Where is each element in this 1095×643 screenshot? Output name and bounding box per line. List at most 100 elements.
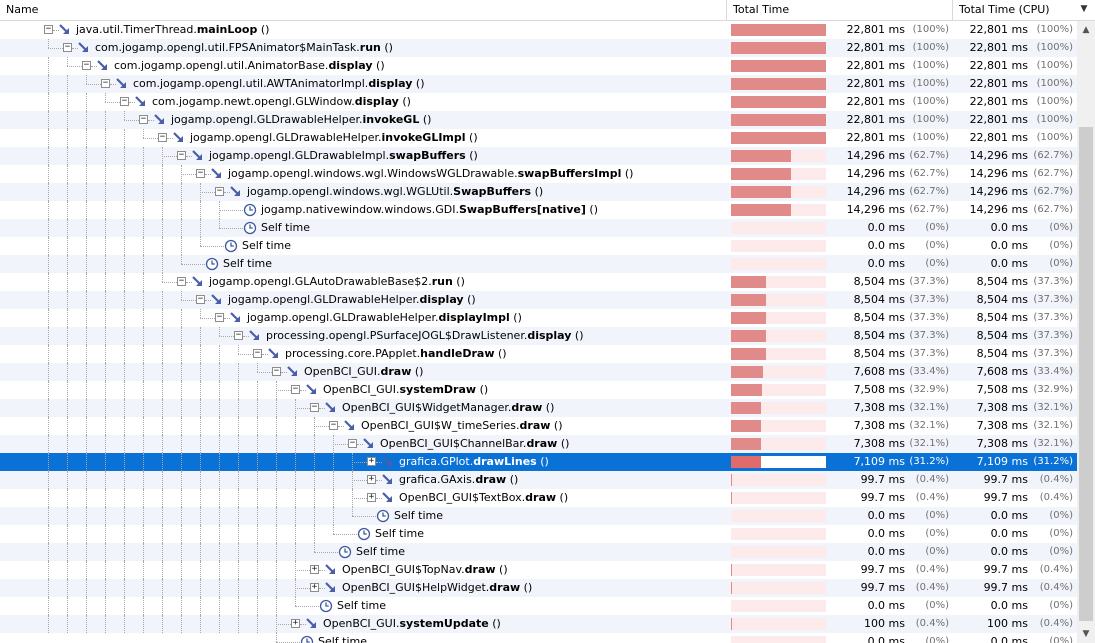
tree-guide-line bbox=[162, 237, 163, 255]
collapse-toggle-minus-icon[interactable]: − bbox=[253, 348, 262, 358]
call-tree-row[interactable]: − jogamp.opengl.GLDrawableImpl.swapBuffer… bbox=[0, 147, 1077, 165]
call-tree-row[interactable]: + grafica.GPlot.drawLines () 7,109 ms (31.2… bbox=[0, 453, 1077, 471]
collapse-toggle-minus-icon[interactable]: − bbox=[234, 330, 243, 340]
call-tree-row[interactable]: − jogamp.opengl.GLDrawableHelper.display … bbox=[0, 291, 1077, 309]
collapse-toggle-minus-icon[interactable]: − bbox=[196, 294, 205, 304]
column-header-total-time[interactable]: Total Time bbox=[727, 0, 953, 20]
expand-toggle-plus-icon[interactable]: + bbox=[291, 618, 300, 628]
collapse-toggle-minus-icon[interactable]: − bbox=[63, 42, 72, 52]
tree-guide-line bbox=[48, 543, 49, 561]
self-time-row[interactable]: Self time 0.0 ms (0%) 0.0 ms (0%) bbox=[0, 237, 1077, 255]
call-tree-row[interactable]: − OpenBCI_GUI.systemDraw () 7,508 ms (32.9%… bbox=[0, 381, 1077, 399]
call-tree-row[interactable]: − com.jogamp.newt.opengl.GLWindow.display… bbox=[0, 93, 1077, 111]
call-tree-row[interactable]: − jogamp.opengl.windows.wgl.WindowsWGLDra… bbox=[0, 165, 1077, 183]
collapse-toggle-minus-icon[interactable]: − bbox=[215, 186, 224, 196]
call-tree-row[interactable]: − OpenBCI_GUI$ChannelBar.draw () 7,308 ms (… bbox=[0, 435, 1077, 453]
node-class-name: OpenBCI_GUI. bbox=[323, 383, 400, 396]
tree-guide-line bbox=[238, 561, 239, 579]
expand-toggle-plus-icon[interactable]: + bbox=[310, 564, 319, 574]
method-call-arrow-icon bbox=[153, 113, 167, 127]
self-time-row[interactable]: Self time 0.0 ms (0%) 0.0 ms (0%) bbox=[0, 597, 1077, 615]
call-tree-row[interactable]: + OpenBCI_GUI$HelpWidget.draw () 99.7 ms (0… bbox=[0, 579, 1077, 597]
call-tree-row[interactable]: + grafica.GAxis.draw () 99.7 ms (0.4%) 99.7 … bbox=[0, 471, 1077, 489]
collapse-toggle-minus-icon[interactable]: − bbox=[272, 366, 281, 376]
tree-guide-line bbox=[143, 399, 144, 417]
call-tree-row[interactable]: − jogamp.opengl.GLAutoDrawableBase$2.run … bbox=[0, 273, 1077, 291]
self-time-row[interactable]: Self time 0.0 ms (0%) 0.0 ms (0%) bbox=[0, 255, 1077, 273]
collapse-toggle-minus-icon[interactable]: − bbox=[120, 96, 129, 106]
column-header-name[interactable]: Name bbox=[0, 0, 727, 20]
tree-guide-line bbox=[86, 75, 87, 84]
tree-guide-line bbox=[276, 543, 277, 561]
collapse-toggle-minus-icon[interactable]: − bbox=[329, 420, 338, 430]
tree-guide-line bbox=[86, 363, 87, 381]
call-tree-row[interactable]: − OpenBCI_GUI.draw () 7,608 ms (33.4%) 7,608… bbox=[0, 363, 1077, 381]
node-method-name: SwapBuffers bbox=[453, 185, 532, 198]
call-tree-row[interactable]: − com.jogamp.opengl.util.AnimatorBase.dis… bbox=[0, 57, 1077, 75]
call-tree-row[interactable]: + OpenBCI_GUI$TopNav.draw () 99.7 ms (0.4%)… bbox=[0, 561, 1077, 579]
tree-connector-line bbox=[205, 174, 211, 175]
call-tree-row[interactable]: − java.util.TimerThread.mainLoop () 22,801… bbox=[0, 21, 1077, 39]
call-tree-row[interactable]: − com.jogamp.opengl.util.FPSAnimator$Main… bbox=[0, 39, 1077, 57]
total-time-cpu-percent: (37.3%) bbox=[1033, 348, 1073, 359]
node-method-name: draw bbox=[526, 437, 558, 450]
call-tree-row[interactable]: − jogamp.opengl.windows.wgl.WGLUtil.SwapB… bbox=[0, 183, 1077, 201]
self-time-row[interactable]: Self time 0.0 ms (0%) 0.0 ms (0%) bbox=[0, 219, 1077, 237]
collapse-toggle-minus-icon[interactable]: − bbox=[82, 60, 91, 70]
self-time-row[interactable]: Self time 0.0 ms (0%) 0.0 ms (0%) bbox=[0, 543, 1077, 561]
call-tree-row[interactable]: − com.jogamp.opengl.util.AWTAnimatorImpl.… bbox=[0, 75, 1077, 93]
call-tree-row[interactable]: − jogamp.opengl.GLDrawableHelper.displayI… bbox=[0, 309, 1077, 327]
call-tree-row[interactable]: − OpenBCI_GUI$W_timeSeries.draw () 7,308 m… bbox=[0, 417, 1077, 435]
call-tree-row[interactable]: − processing.core.PApplet.handleDraw () 8,… bbox=[0, 345, 1077, 363]
collapse-toggle-minus-icon[interactable]: − bbox=[44, 24, 53, 34]
self-time-row[interactable]: jogamp.nativewindow.windows.GDI.SwapBuff… bbox=[0, 201, 1077, 219]
call-tree-row[interactable]: − jogamp.opengl.GLDrawableHelper.invokeGL… bbox=[0, 111, 1077, 129]
collapse-toggle-minus-icon[interactable]: − bbox=[215, 312, 224, 322]
expand-toggle-plus-icon[interactable]: + bbox=[310, 582, 319, 592]
scroll-up-arrow-icon[interactable]: ▲ bbox=[1082, 25, 1090, 35]
call-tree-row[interactable]: − OpenBCI_GUI$WidgetManager.draw () 7,308 … bbox=[0, 399, 1077, 417]
scroll-down-arrow-icon[interactable]: ▼ bbox=[1082, 629, 1090, 639]
tree-connector-line bbox=[276, 390, 291, 391]
call-tree-row[interactable]: − processing.opengl.PSurfaceJOGL$DrawList… bbox=[0, 327, 1077, 345]
self-time-row[interactable]: Self time 0.0 ms (0%) 0.0 ms (0%) bbox=[0, 633, 1077, 643]
tree-guide-line bbox=[105, 597, 106, 615]
collapse-toggle-minus-icon[interactable]: − bbox=[310, 402, 319, 412]
total-time-cell: 8,504 ms (37.3%) bbox=[727, 309, 953, 327]
call-tree-row[interactable]: + OpenBCI_GUI.systemUpdate () 100 ms (0.4%)… bbox=[0, 615, 1077, 633]
collapse-toggle-minus-icon[interactable]: − bbox=[139, 114, 148, 124]
column-header-total-time-cpu[interactable]: Total Time (CPU) bbox=[959, 3, 1050, 16]
self-time-row[interactable]: Self time 0.0 ms (0%) 0.0 ms (0%) bbox=[0, 525, 1077, 543]
scrollbar-thumb[interactable] bbox=[1079, 127, 1093, 621]
self-time-row[interactable]: Self time 0.0 ms (0%) 0.0 ms (0%) bbox=[0, 507, 1077, 525]
tree-guide-line bbox=[67, 327, 68, 345]
tree-guide-line bbox=[276, 561, 277, 579]
tree-cell: − com.jogamp.newt.opengl.GLWindow.display… bbox=[0, 93, 727, 111]
collapse-toggle-minus-icon[interactable]: − bbox=[101, 78, 110, 88]
expand-toggle-plus-icon[interactable]: + bbox=[367, 474, 376, 484]
tree-cell: Self time bbox=[0, 255, 727, 273]
tree-guide-line bbox=[67, 543, 68, 561]
time-bar-fill bbox=[731, 330, 767, 342]
call-tree-row[interactable]: − jogamp.opengl.GLDrawableHelper.invokeGL… bbox=[0, 129, 1077, 147]
tree-guide-line bbox=[67, 363, 68, 381]
call-tree-row[interactable]: + OpenBCI_GUI$TextBox.draw () 99.7 ms (0.4%… bbox=[0, 489, 1077, 507]
collapse-toggle-minus-icon[interactable]: − bbox=[158, 132, 167, 142]
vertical-scrollbar[interactable]: ▲ ▼ bbox=[1077, 21, 1095, 643]
collapse-toggle-minus-icon[interactable]: − bbox=[291, 384, 300, 394]
total-time-cell: 99.7 ms (0.4%) bbox=[727, 489, 953, 507]
node-method-name: drawLines bbox=[473, 455, 537, 468]
collapse-toggle-minus-icon[interactable]: − bbox=[196, 168, 205, 178]
collapse-toggle-minus-icon[interactable]: − bbox=[348, 438, 357, 448]
time-bar bbox=[731, 618, 826, 630]
total-time-cpu-value: 7,308 ms bbox=[976, 401, 1028, 414]
collapse-toggle-minus-icon[interactable]: − bbox=[177, 150, 186, 160]
tree-guide-line bbox=[162, 489, 163, 507]
tree-guide-line bbox=[162, 363, 163, 381]
total-time-percent: (100%) bbox=[912, 42, 949, 53]
expand-toggle-plus-icon[interactable]: + bbox=[367, 456, 376, 466]
column-menu-chevron-down-icon[interactable]: ▼ bbox=[1080, 4, 1088, 14]
expand-toggle-plus-icon[interactable]: + bbox=[367, 492, 376, 502]
collapse-toggle-minus-icon[interactable]: − bbox=[177, 276, 186, 286]
tree-guide-line bbox=[257, 417, 258, 435]
